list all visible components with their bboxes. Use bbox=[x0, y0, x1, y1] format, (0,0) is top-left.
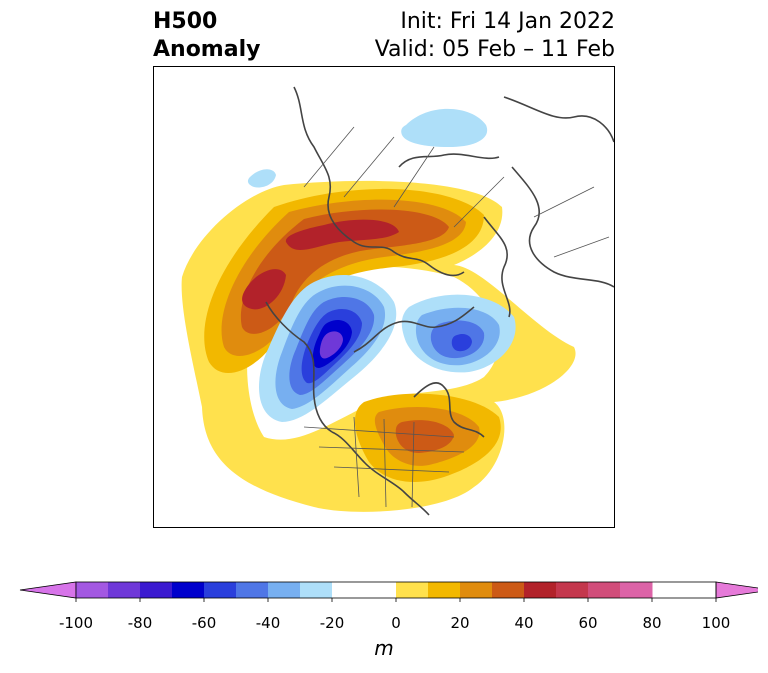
colorbar-bin bbox=[364, 582, 397, 598]
colorbar-tick-label: 80 bbox=[642, 614, 662, 632]
pacific-ridge-red bbox=[242, 219, 399, 310]
colorbar-bin bbox=[588, 582, 621, 598]
siberia-trough-pale-blue bbox=[401, 108, 488, 147]
init-date: Init: Fri 14 Jan 2022 bbox=[400, 9, 615, 34]
colorbar-bin bbox=[300, 582, 333, 598]
colorbar-extend-over bbox=[715, 581, 758, 599]
colorbar-extend-under bbox=[19, 581, 77, 599]
colorbar-bin bbox=[108, 582, 141, 598]
colorbar-bin bbox=[140, 582, 173, 598]
colorbar-tick-label: -80 bbox=[127, 614, 153, 632]
colorbar-bin bbox=[396, 582, 429, 598]
colorbar-tick-label: -20 bbox=[319, 614, 345, 632]
title-line-1: H500 bbox=[153, 9, 218, 34]
east-us-ridge-rust bbox=[395, 420, 454, 453]
colorbar-tick-label: 60 bbox=[578, 614, 598, 632]
political-borders bbox=[303, 126, 610, 508]
colorbar-tick-label: 100 bbox=[701, 614, 731, 632]
map-title: H500 Anomaly bbox=[153, 8, 260, 64]
colorbar-bin bbox=[268, 582, 301, 598]
valid-range: Valid: 05 Feb – 11 Feb bbox=[374, 37, 615, 62]
colorbar-tick-label: -40 bbox=[255, 614, 281, 632]
colorbar-bin bbox=[620, 582, 653, 598]
colorbar-bin bbox=[332, 582, 365, 598]
colorbar-bin bbox=[236, 582, 269, 598]
colorbar-tick-label: -60 bbox=[191, 614, 217, 632]
colorbar-unit-label: m bbox=[374, 636, 394, 660]
coastlines bbox=[265, 86, 614, 516]
west-canada-trough-violet bbox=[319, 331, 343, 359]
colorbar bbox=[19, 581, 758, 602]
colorbar-bin bbox=[172, 582, 205, 598]
colorbar-bin bbox=[428, 582, 461, 598]
run-info: Init: Fri 14 Jan 2022 Valid: 05 Feb – 11… bbox=[375, 8, 615, 64]
colorbar-bin bbox=[76, 582, 109, 598]
colorbar-bin bbox=[460, 582, 493, 598]
map-panel bbox=[153, 66, 615, 528]
colorbar-tick-label: 40 bbox=[514, 614, 534, 632]
colorbar-bin bbox=[556, 582, 589, 598]
colorbar-tick-label: -100 bbox=[58, 614, 94, 632]
colorbar-bin bbox=[524, 582, 557, 598]
anomaly-map bbox=[181, 86, 614, 516]
title-line-2: Anomaly bbox=[153, 37, 261, 62]
colorbar-tick-label: 0 bbox=[391, 614, 401, 632]
colorbar-bin bbox=[204, 582, 237, 598]
greenland-trough-blue bbox=[451, 333, 472, 352]
alaska-weak-blue-spot bbox=[247, 169, 276, 188]
colorbar-bin bbox=[492, 582, 525, 598]
colorbar-tick-label: 20 bbox=[450, 614, 470, 632]
